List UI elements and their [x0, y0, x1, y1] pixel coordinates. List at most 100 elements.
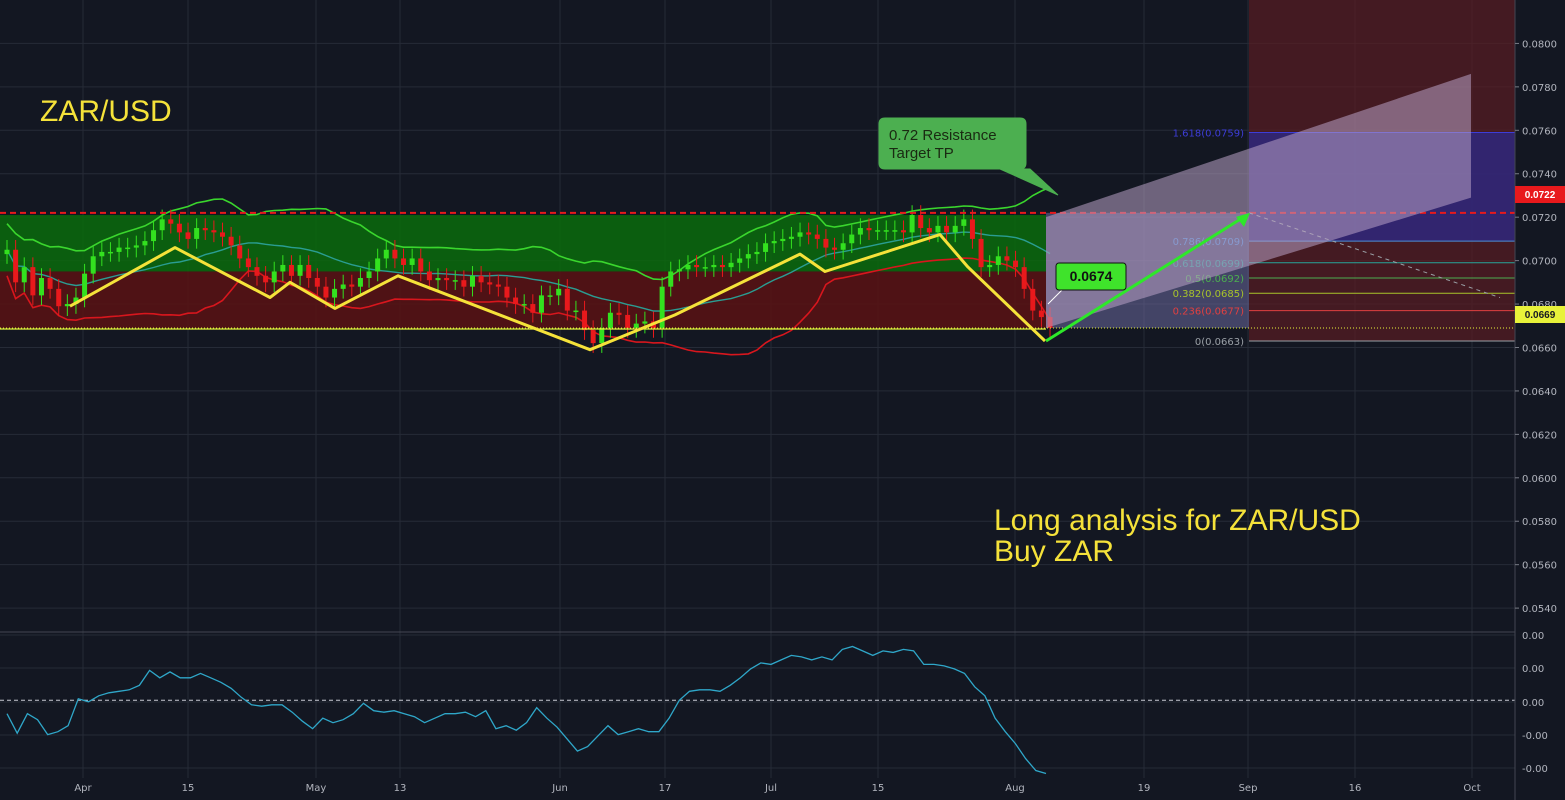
candle-body-20: [176, 223, 182, 233]
candles: [4, 205, 1053, 353]
candle-body-120: [1038, 310, 1044, 318]
middle-band: [6, 231, 1051, 312]
candle-body-116: [1004, 256, 1010, 261]
candle-body-117: [1013, 260, 1019, 268]
candle-body-113: [978, 238, 984, 268]
candle-body-76: [659, 286, 665, 328]
candle-body-67: [582, 310, 588, 331]
candle-body-2: [21, 267, 27, 283]
candle-body-45: [392, 249, 398, 259]
candle-body-51: [444, 277, 450, 281]
candle-body-114: [987, 264, 993, 268]
candle-body-33: [288, 264, 294, 276]
candle-body-80: [694, 264, 700, 268]
candle-body-0: [4, 249, 10, 255]
fib-label-0: 0(0.0663): [1195, 337, 1244, 348]
x-tick-label-0: Apr: [74, 783, 92, 794]
y-tick-label-8: 0.0640: [1522, 387, 1557, 398]
y-tick-label-13: 0.0540: [1522, 604, 1557, 615]
candle-body-58: [504, 286, 510, 298]
candle-body-62: [538, 295, 544, 313]
candle-body-108: [935, 225, 941, 233]
candle-body-99: [857, 228, 863, 235]
x-tick-label-10: Sep: [1239, 783, 1258, 794]
candle-body-115: [995, 256, 1001, 265]
candle-body-16: [142, 241, 148, 246]
price-tag-resistance: 0.0722: [1515, 186, 1565, 203]
callout-line1: 0.72 Resistance: [889, 127, 997, 144]
candle-body-15: [133, 245, 139, 248]
candle-body-41: [357, 277, 363, 287]
pattern-polyline: [69, 233, 1047, 352]
candle-body-101: [875, 230, 881, 232]
candle-body-68: [590, 330, 596, 344]
candle-body-6: [56, 288, 62, 307]
candle-body-25: [220, 232, 225, 237]
candle-body-35: [306, 264, 312, 278]
osc-y-tick-label-4: -0.00: [1522, 764, 1548, 775]
candle-body-64: [556, 288, 562, 296]
resistance-callout: 0.72 Resistance Target TP: [878, 117, 1059, 196]
candle-body-100: [866, 228, 872, 231]
candle-body-36: [314, 277, 320, 287]
price-tag-current: 0.0669: [1515, 306, 1565, 323]
candle-body-12: [107, 251, 113, 254]
candle-body-95: [823, 238, 829, 248]
y-tick-label-2: 0.0760: [1522, 126, 1557, 137]
candle-body-106: [918, 215, 924, 229]
candle-body-18: [159, 219, 165, 231]
candle-body-21: [185, 232, 191, 239]
candle-body-93: [806, 232, 812, 235]
candle-body-10: [90, 256, 96, 274]
x-tick-label-1: 15: [182, 783, 195, 794]
candle-body-47: [409, 258, 415, 265]
candle-body-5: [47, 277, 53, 289]
badge-value: 0.0674: [1070, 268, 1113, 284]
candle-body-66: [573, 310, 579, 313]
candle-body-87: [754, 251, 760, 255]
fib-label-6: 1.618(0.0759): [1173, 128, 1245, 139]
fib-label-2: 0.382(0.0685): [1173, 289, 1245, 300]
price-badge: 0.0674: [1047, 262, 1127, 305]
callout-box: [878, 117, 1059, 196]
fib-label-1: 0.236(0.0677): [1173, 307, 1245, 318]
candle-body-71: [616, 312, 622, 315]
candle-body-49: [426, 271, 432, 281]
price-tag-resistance-label: 0.0722: [1525, 190, 1556, 201]
candle-body-43: [375, 258, 381, 272]
y-tick-label-7: 0.0660: [1522, 343, 1557, 354]
x-tick-label-4: Jun: [551, 783, 568, 794]
analysis-note-line1: Long analysis for ZAR/USD: [994, 504, 1361, 537]
candle-body-7: [64, 304, 70, 307]
candle-body-109: [944, 225, 950, 233]
candle-body-13: [116, 247, 122, 252]
candle-body-1: [13, 249, 19, 283]
candle-body-65: [564, 288, 570, 311]
candle-body-90: [780, 238, 786, 242]
x-tick-label-12: Oct: [1463, 783, 1480, 794]
candle-body-56: [487, 282, 493, 285]
candle-body-88: [763, 243, 769, 252]
x-tick-label-2: May: [306, 783, 327, 794]
oscillator-pane: [0, 645, 1515, 775]
candle-body-37: [323, 286, 329, 298]
candle-body-83: [719, 264, 725, 268]
candle-body-27: [237, 245, 243, 259]
y-tick-label-4: 0.0720: [1522, 213, 1557, 224]
candle-body-70: [607, 312, 613, 328]
badge-box: [1055, 262, 1127, 291]
price-tag-current-label: 0.0669: [1525, 310, 1556, 321]
candle-body-104: [900, 230, 906, 233]
candle-body-89: [771, 241, 777, 244]
x-tick-label-11: 16: [1349, 783, 1362, 794]
candle-body-52: [452, 280, 458, 282]
y-tick-label-6: 0.0680: [1522, 300, 1557, 311]
candle-body-103: [892, 230, 898, 232]
candle-body-77: [668, 271, 674, 287]
candle-body-46: [401, 258, 407, 265]
candle-body-42: [366, 271, 372, 278]
candle-body-82: [711, 264, 717, 268]
analysis-note-line2: Buy ZAR: [994, 535, 1114, 568]
candle-body-72: [625, 314, 631, 328]
candle-body-39: [340, 284, 346, 289]
